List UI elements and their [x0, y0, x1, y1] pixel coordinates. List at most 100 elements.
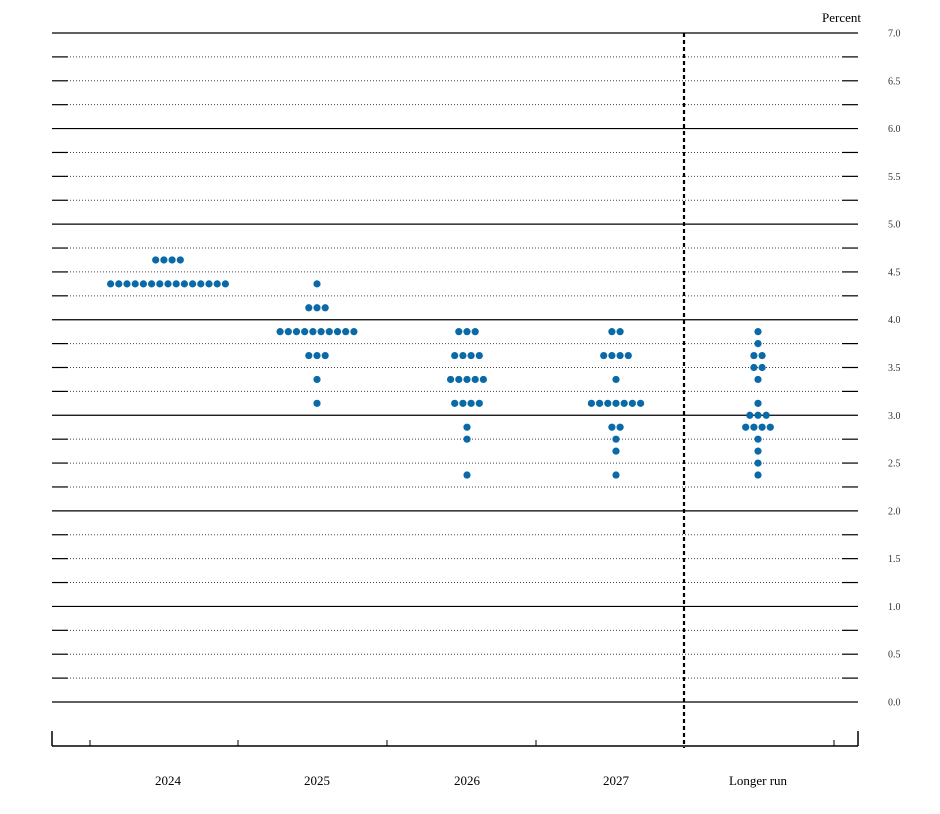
x-tick-label: 2024	[155, 773, 182, 788]
data-dot	[612, 435, 620, 443]
data-dot	[305, 351, 313, 360]
data-dot	[292, 328, 301, 336]
data-dot	[754, 399, 762, 407]
grid-lines	[52, 32, 858, 748]
data-dot	[301, 328, 309, 336]
data-dot	[612, 471, 620, 479]
data-dot	[628, 399, 637, 407]
data-dot	[313, 375, 321, 384]
data-dot	[608, 328, 616, 336]
data-dot	[766, 423, 774, 431]
data-dot	[333, 328, 342, 336]
data-dot	[172, 280, 180, 288]
y-axis-labels: 0.0 0.5 1.0 1.5 2.0 2.5 3.0 3.5 4.0 4.5 5.0 5.5 6.0 6…	[888, 29, 901, 709]
data-dot	[276, 328, 284, 336]
data-dot	[189, 280, 197, 288]
data-dot	[754, 340, 762, 348]
y-tick-label: 5.0	[888, 220, 901, 231]
data-dot	[284, 328, 292, 336]
data-dot	[616, 328, 624, 336]
data-dot	[107, 280, 115, 288]
data-dot	[754, 411, 762, 419]
data-dot	[604, 399, 612, 407]
data-dot	[455, 375, 463, 384]
data-dot	[164, 280, 172, 288]
data-dot	[471, 375, 479, 384]
data-dot	[620, 399, 628, 407]
data-dot	[139, 280, 147, 288]
data-dot	[321, 351, 329, 360]
data-dot	[180, 280, 188, 288]
data-dot	[459, 351, 467, 360]
data-dot	[197, 280, 205, 288]
data-dot	[205, 280, 213, 288]
y-tick-label: 0.0	[888, 698, 901, 709]
data-dot	[612, 399, 620, 407]
data-dot	[463, 328, 471, 336]
data-dot	[624, 351, 632, 360]
data-dot	[467, 351, 475, 360]
data-dot	[313, 351, 321, 360]
data-dot	[148, 280, 156, 288]
data-dot	[612, 447, 620, 455]
data-dot	[596, 399, 604, 407]
data-dot	[754, 471, 762, 479]
data-dot	[616, 351, 624, 360]
data-dot	[600, 351, 608, 360]
y-tick-label: 3.5	[888, 363, 901, 374]
data-dot	[758, 423, 766, 431]
y-tick-label: 5.5	[888, 172, 901, 183]
y-tick-label: 4.5	[888, 267, 901, 278]
data-dot	[475, 351, 483, 360]
data-dot	[115, 280, 123, 288]
data-dot	[123, 280, 131, 288]
data-dot	[475, 399, 483, 407]
data-dot	[608, 423, 616, 431]
data-dot	[313, 280, 321, 288]
data-dot	[463, 435, 471, 443]
dots-layer	[107, 256, 774, 479]
data-dot	[750, 351, 758, 360]
data-dot	[176, 256, 184, 264]
data-dot	[612, 375, 620, 384]
data-dot	[467, 399, 475, 407]
data-dot	[451, 351, 459, 360]
data-dot	[459, 399, 467, 407]
data-dot	[160, 256, 168, 264]
data-dot	[754, 375, 762, 384]
x-tick-label: 2026	[454, 773, 481, 788]
data-dot	[305, 304, 313, 312]
data-dot	[587, 399, 596, 407]
unit-label: Percent	[822, 10, 861, 25]
data-dot	[742, 423, 750, 431]
y-tick-label: 7.0	[888, 29, 901, 40]
y-tick-label: 2.5	[888, 459, 901, 470]
data-dot	[754, 447, 762, 455]
data-dot	[463, 375, 471, 384]
data-dot	[758, 363, 766, 372]
data-dot	[131, 280, 139, 288]
data-dot	[321, 304, 329, 312]
data-dot	[616, 423, 624, 431]
x-tick-label: 2027	[603, 773, 630, 788]
data-dot	[637, 399, 645, 407]
data-dot	[168, 256, 176, 264]
data-dot	[754, 328, 762, 336]
data-dot	[608, 351, 616, 360]
y-tick-label: 0.5	[888, 650, 901, 661]
data-dot	[758, 351, 766, 360]
data-dot	[350, 328, 358, 336]
data-dot	[750, 423, 758, 431]
y-tick-label: 1.0	[888, 602, 901, 613]
data-dot	[479, 375, 487, 384]
data-dot	[447, 375, 455, 384]
y-tick-label: 6.5	[888, 76, 901, 87]
data-dot	[471, 328, 479, 336]
data-dot	[762, 411, 770, 419]
y-tick-label: 6.0	[888, 124, 901, 135]
data-dot	[754, 459, 762, 467]
data-dot	[309, 328, 317, 336]
data-dot	[313, 399, 321, 407]
x-axis: 2024 2025 2026 2027 Longer run	[51, 731, 859, 788]
